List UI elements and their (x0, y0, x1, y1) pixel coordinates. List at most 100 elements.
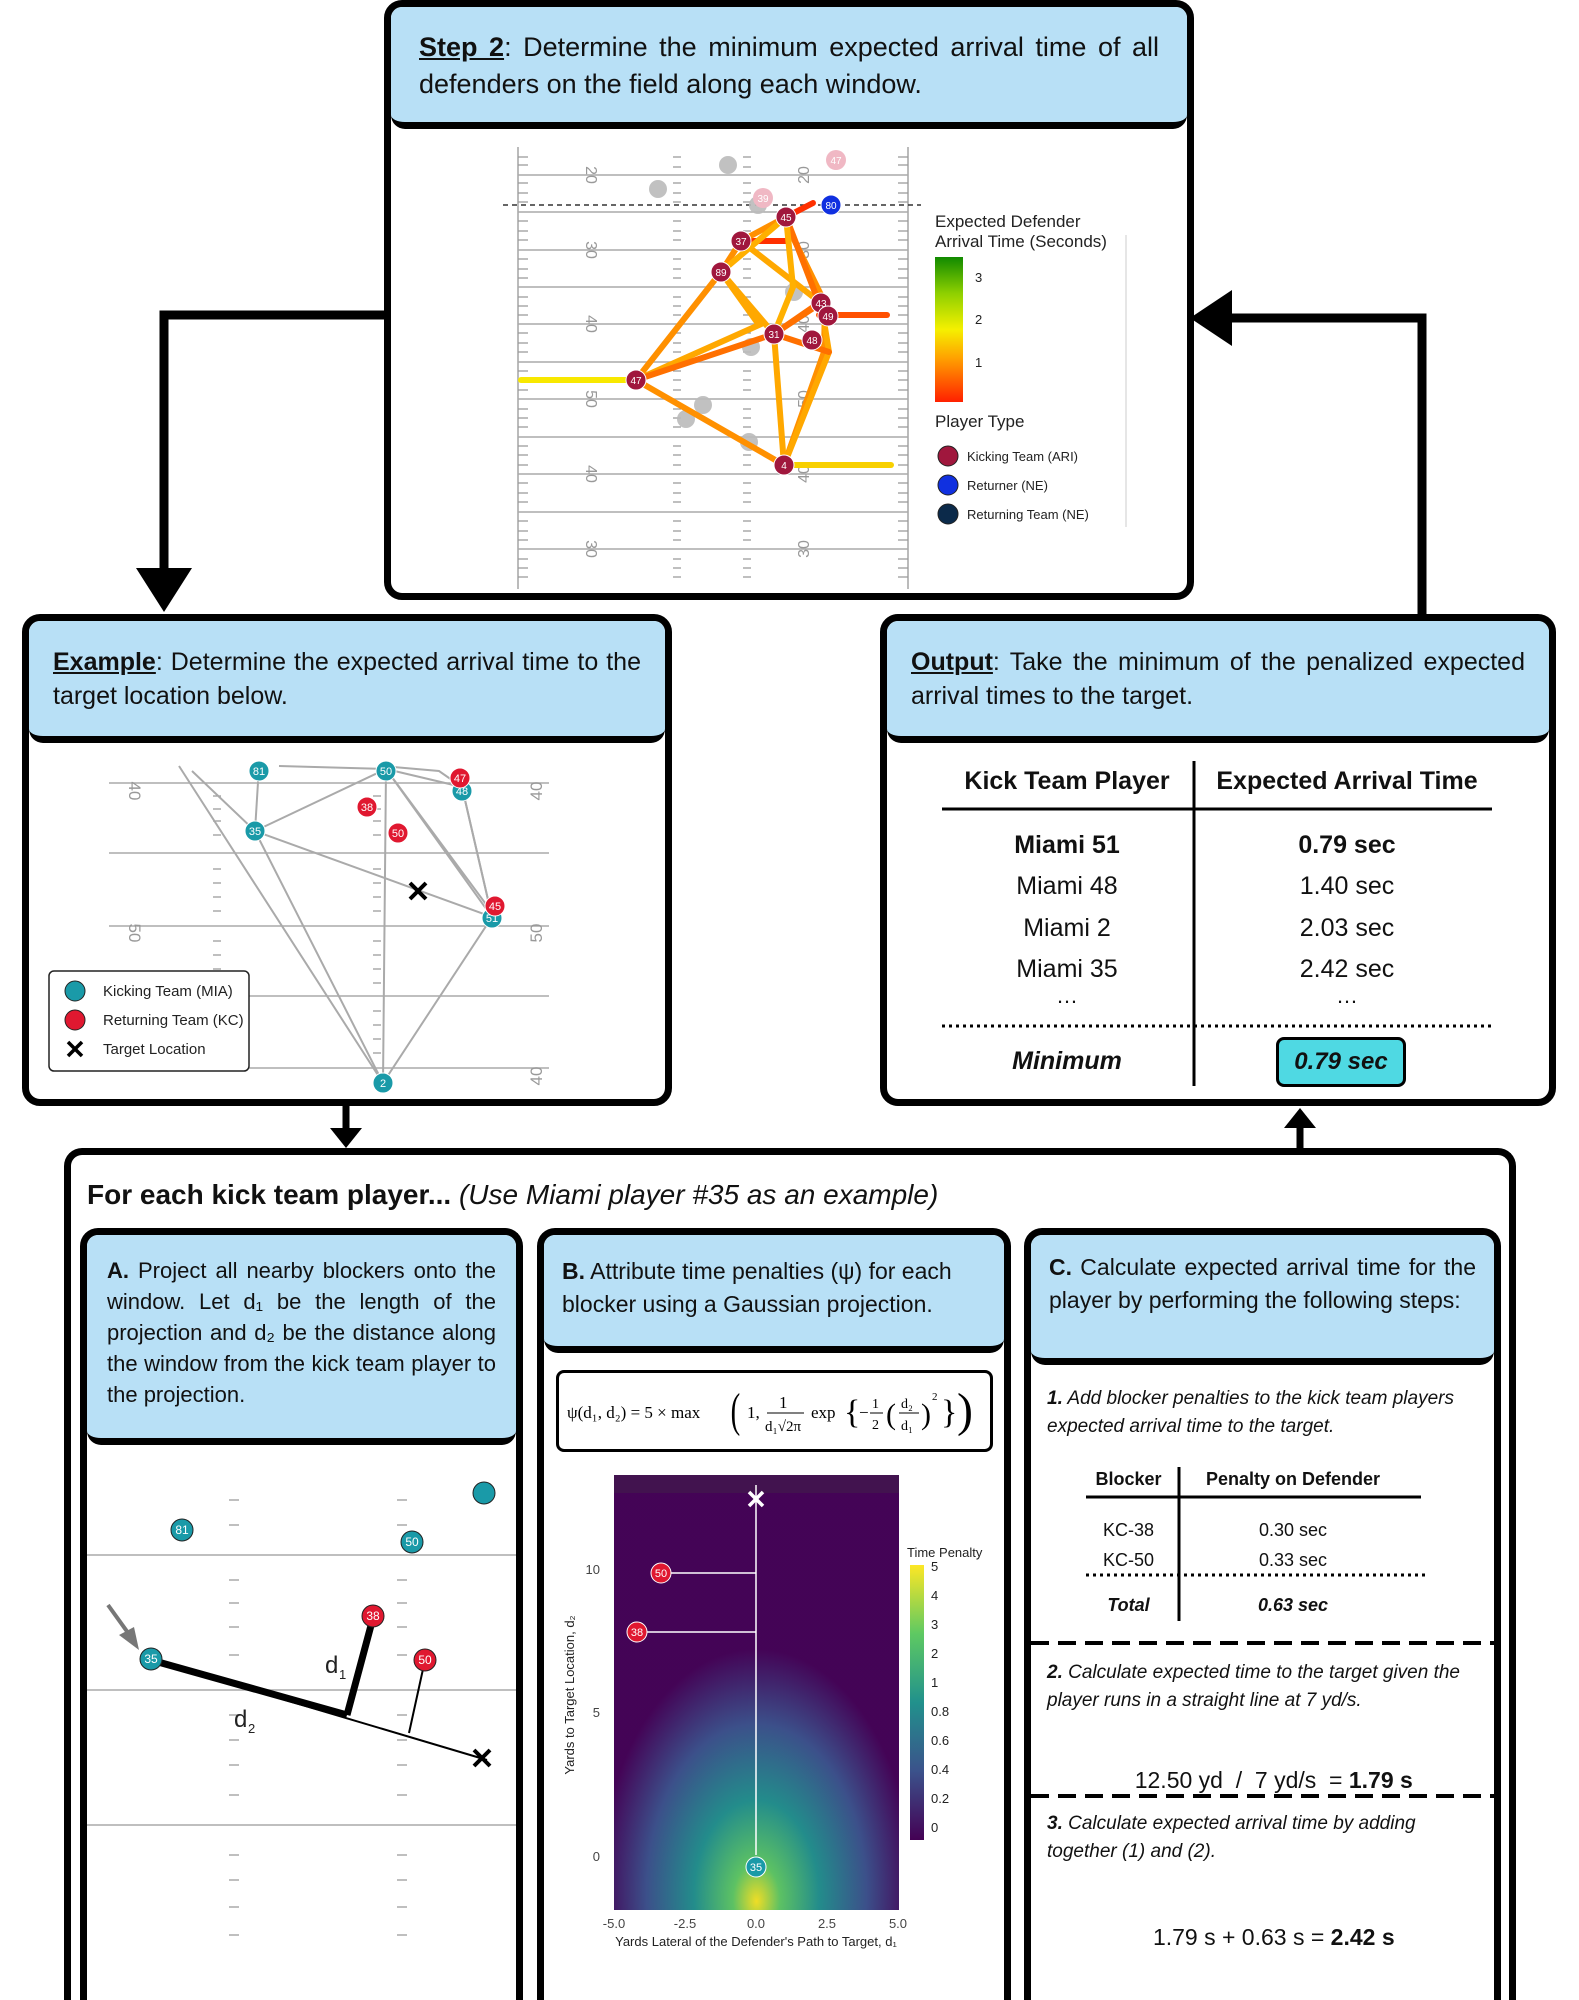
output-ellipsis: … (1056, 983, 1078, 1008)
panel-a-diagram: 81 50 38 35 50 d 1 d 2 (87, 1481, 516, 1936)
penalty-total-value: 0.63 sec (1257, 1595, 1329, 1615)
penalty-table-cell: 0.33 sec (1258, 1550, 1328, 1570)
yard-label: 50 (582, 390, 599, 408)
player-label: 4 (781, 461, 787, 472)
player-label: 81 (253, 766, 265, 778)
d2-label: d (234, 1706, 247, 1733)
example-header: Example: Determine the expected arrival … (29, 621, 665, 743)
legend-label: Returning Team (KC) (103, 1012, 244, 1029)
player-label: 50 (380, 766, 392, 778)
legend-tick: 0 (931, 1820, 938, 1835)
output-min-label: Minimum (1012, 1047, 1122, 1075)
yard-label: 50 (125, 924, 144, 943)
yard-label: 50 (527, 924, 546, 943)
output-col2-header: Expected Arrival Time (1216, 767, 1478, 795)
panel-c-title-bold: C. (1049, 1254, 1072, 1280)
panel-c-lines (1031, 1467, 1494, 1798)
output-row-time: 2.03 sec (1299, 914, 1395, 942)
output-row-player: Miami 35 (1016, 955, 1118, 983)
legend-tick: 4 (931, 1588, 938, 1603)
legend-tick: 0.6 (931, 1733, 949, 1748)
legend-tick: 5 (931, 1559, 938, 1574)
svg-text:}: } (941, 1394, 957, 1431)
yard-label: 40 (582, 465, 599, 483)
output-title-bold: Output (911, 648, 993, 676)
player-label: 80 (825, 201, 837, 212)
panel-b-title-bold: B. (562, 1258, 585, 1284)
player-label: 45 (489, 901, 501, 913)
output-row-time: 1.40 sec (1299, 872, 1395, 900)
penalty-table-cell: KC-38 (1102, 1520, 1155, 1540)
yard-label: 30 (582, 241, 599, 259)
legend-tick: 3 (931, 1617, 938, 1632)
legend-tick: 2 (975, 312, 982, 327)
output-row-player: Miami 51 (1014, 831, 1120, 859)
panel-b-title-text: Attribute time penalties (ψ) for each bl… (562, 1258, 952, 1317)
svg-text:(: ( (886, 1398, 896, 1431)
player-label: 89 (715, 268, 727, 279)
example-panel: Example: Determine the expected arrival … (22, 614, 672, 1106)
d1-sub: 1 (339, 1667, 346, 1682)
yard-label: 40 (527, 782, 546, 801)
x-tick: 5.0 (889, 1916, 907, 1931)
output-row-time: 2.42 sec (1299, 955, 1395, 983)
x-tick: 0.0 (747, 1916, 765, 1931)
panel-a-title-text: Project all nearby blockers onto the win… (107, 1258, 496, 1407)
legend-label: Returning Team (NE) (967, 507, 1089, 522)
penalty-table-header: Penalty on Defender (1205, 1469, 1381, 1489)
player-label: 47 (830, 156, 842, 167)
output-panel: Output: Take the minimum of the penalize… (880, 614, 1556, 1106)
legend-tick: 2 (931, 1646, 938, 1661)
player-label: 37 (735, 237, 747, 248)
player-label: 2 (380, 1078, 386, 1090)
step1-bold: 1. (1047, 1388, 1063, 1409)
player-label: 35 (750, 1862, 762, 1874)
step2-calc: 12.50 yd / 7 yd/s = 1.79 s (1031, 1740, 1491, 1821)
step2-calc-result: 1.79 s (1348, 1767, 1413, 1793)
player-label: 38 (631, 1627, 643, 1639)
step3-calc-expr: 1.79 s + 0.63 s = (1152, 1924, 1331, 1950)
y-tick: 0 (593, 1849, 600, 1864)
player-label: 38 (361, 802, 373, 814)
svg-text:1: 1 (779, 1393, 788, 1412)
target-x-icon (472, 1748, 492, 1768)
player-label: 31 (768, 330, 780, 341)
svg-text:(: ( (731, 1384, 741, 1437)
svg-text:1,: 1, (747, 1403, 760, 1422)
step2-text: 2. Calculate expected time to the target… (1047, 1659, 1487, 1715)
yard-label: 20 (796, 166, 813, 184)
legend-tick: 1 (975, 355, 982, 370)
step3-body: Calculate expected arrival time by addin… (1047, 1813, 1416, 1862)
legend-tick: 1 (931, 1675, 938, 1690)
svg-text:d₂: d₂ (901, 1397, 913, 1412)
output-title-text: : Take the minimum of the penalized expe… (911, 648, 1525, 710)
step3-calc-result: 2.42 s (1330, 1924, 1395, 1950)
player-label: 50 (405, 1535, 419, 1549)
panel-b-header: B. Attribute time penalties (ψ) for each… (544, 1235, 1004, 1353)
legend-label: Kicking Team (ARI) (967, 449, 1078, 464)
step2-field-plot: 20 30 40 50 40 30 20 30 40 50 40 30 (503, 147, 1127, 589)
output-col1-header: Kick Team Player (964, 767, 1170, 795)
player-label: 50 (418, 1653, 432, 1667)
step3-calc: 1.79 s + 0.63 s = 2.42 s (1031, 1897, 1491, 1978)
main-title: For each kick team player... (Use Miami … (87, 1179, 938, 1211)
svg-text:): ) (957, 1384, 973, 1437)
y-axis-label: Yards to Target Location, d₂ (562, 1615, 577, 1774)
legend-title: Time Penalty (907, 1545, 983, 1560)
output-row-player: Miami 48 (1016, 872, 1118, 900)
legend-label: Returner (NE) (967, 478, 1048, 493)
output-ellipsis: … (1336, 983, 1358, 1008)
step2-calc-expr: 12.50 yd / 7 yd/s = (1134, 1767, 1349, 1793)
x-tick: -2.5 (674, 1916, 696, 1931)
player-label: 47 (454, 773, 466, 785)
legend-title: Arrival Time (Seconds) (935, 232, 1107, 251)
step3-bold: 3. (1047, 1813, 1063, 1834)
output-row-time: 0.79 sec (1298, 831, 1396, 859)
step2-legend: Expected Defender Arrival Time (Seconds)… (935, 212, 1127, 527)
svg-text:): ) (921, 1398, 931, 1431)
legend-title: Player Type (935, 412, 1024, 431)
formula: ψ(d₁, d₂) = 5 × max ( 1, 1 d₁√2π exp { −… (567, 1384, 973, 1437)
penalty-table-cell: 0.30 sec (1258, 1520, 1328, 1540)
player-label: 35 (144, 1652, 158, 1666)
player-label: 47 (630, 376, 642, 387)
